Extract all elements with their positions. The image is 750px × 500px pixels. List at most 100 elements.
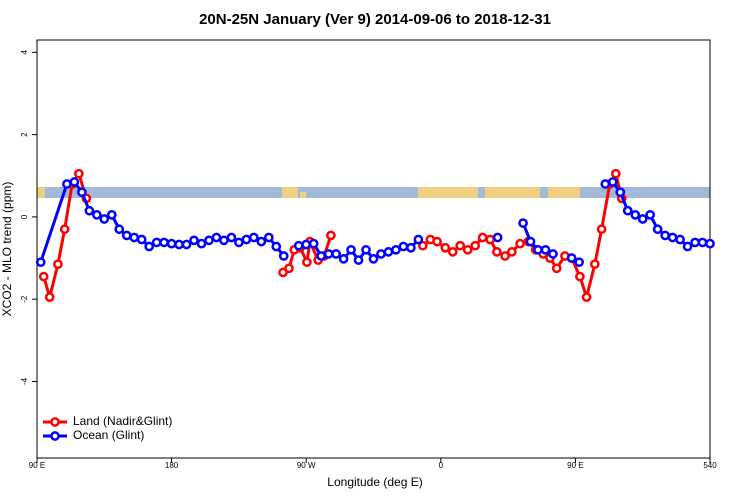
point bbox=[69, 177, 80, 187]
point bbox=[540, 244, 551, 255]
point bbox=[166, 238, 177, 249]
point bbox=[271, 241, 282, 252]
point bbox=[106, 210, 117, 220]
point bbox=[500, 251, 510, 261]
x-tick-label: 540 bbox=[703, 461, 717, 470]
point bbox=[219, 235, 229, 246]
point bbox=[278, 251, 289, 261]
point bbox=[249, 232, 259, 243]
point bbox=[189, 235, 199, 246]
point bbox=[551, 263, 562, 274]
point bbox=[485, 234, 496, 245]
point bbox=[323, 249, 334, 259]
point bbox=[376, 249, 386, 259]
point bbox=[589, 259, 600, 270]
point bbox=[518, 218, 528, 228]
point bbox=[652, 224, 663, 235]
x-tick-label: 180 bbox=[165, 461, 179, 470]
point bbox=[383, 247, 394, 257]
point bbox=[361, 244, 371, 255]
point bbox=[596, 224, 607, 235]
point bbox=[353, 255, 364, 265]
point bbox=[515, 238, 525, 249]
point bbox=[574, 257, 584, 268]
point bbox=[630, 210, 641, 220]
point bbox=[331, 249, 341, 259]
point bbox=[293, 240, 304, 251]
y-tick-label: 0 bbox=[20, 214, 29, 219]
point bbox=[477, 232, 488, 243]
point bbox=[211, 232, 222, 243]
point bbox=[241, 234, 252, 245]
point bbox=[114, 224, 125, 235]
point bbox=[346, 244, 356, 255]
legend-label: Land (Nadir&Glint) bbox=[73, 414, 172, 428]
point bbox=[533, 244, 543, 255]
point bbox=[600, 179, 611, 189]
y-tick-label: -2 bbox=[20, 295, 29, 303]
point bbox=[136, 234, 147, 245]
point bbox=[301, 239, 312, 250]
point bbox=[129, 232, 140, 243]
point bbox=[368, 254, 379, 264]
point bbox=[91, 210, 102, 220]
y-tick-label: -4 bbox=[20, 377, 29, 385]
point bbox=[121, 230, 132, 241]
x-tick-label: 90 E bbox=[567, 461, 583, 470]
point bbox=[59, 224, 70, 235]
point bbox=[675, 234, 685, 245]
point bbox=[470, 240, 481, 251]
point bbox=[326, 230, 336, 241]
point bbox=[77, 187, 87, 198]
point bbox=[398, 241, 409, 252]
point bbox=[645, 210, 656, 220]
y-axis-label: XCO2 - MLO trend (ppm) bbox=[0, 182, 14, 317]
point bbox=[196, 238, 207, 249]
point bbox=[406, 242, 416, 253]
point bbox=[690, 237, 700, 248]
point bbox=[548, 249, 558, 259]
legend-label: Ocean (Glint) bbox=[73, 428, 144, 442]
point bbox=[705, 238, 715, 249]
point bbox=[615, 187, 626, 198]
point bbox=[234, 237, 244, 248]
point bbox=[607, 177, 618, 187]
point bbox=[566, 253, 577, 263]
point bbox=[181, 239, 192, 250]
point bbox=[525, 236, 536, 247]
point bbox=[338, 254, 349, 264]
legend-marker bbox=[50, 417, 60, 427]
point bbox=[284, 263, 294, 274]
y-tick-label: 4 bbox=[20, 50, 29, 55]
point bbox=[159, 237, 169, 248]
point bbox=[697, 237, 708, 248]
point bbox=[62, 179, 72, 189]
x-tick-label: 0 bbox=[439, 461, 444, 470]
point bbox=[447, 247, 458, 257]
y-tick-label: 2 bbox=[20, 132, 29, 137]
point bbox=[151, 237, 162, 248]
point bbox=[575, 271, 585, 282]
point bbox=[413, 234, 424, 245]
point bbox=[38, 271, 49, 282]
point bbox=[84, 205, 95, 216]
point bbox=[432, 236, 442, 247]
point bbox=[302, 257, 312, 268]
point bbox=[174, 239, 184, 250]
point bbox=[492, 247, 502, 257]
point bbox=[440, 242, 451, 253]
point bbox=[74, 168, 84, 179]
plot-frame bbox=[36, 39, 711, 459]
point bbox=[204, 235, 214, 246]
point bbox=[506, 247, 517, 257]
x-tick-label: 90 W bbox=[297, 461, 316, 470]
legend-marker bbox=[50, 431, 60, 441]
point bbox=[622, 205, 633, 216]
point bbox=[308, 238, 319, 249]
chart-title: 20N-25N January (Ver 9) 2014-09-06 to 20… bbox=[199, 11, 551, 28]
point bbox=[637, 214, 648, 224]
point bbox=[256, 236, 267, 247]
point bbox=[99, 214, 110, 224]
point bbox=[144, 241, 155, 252]
